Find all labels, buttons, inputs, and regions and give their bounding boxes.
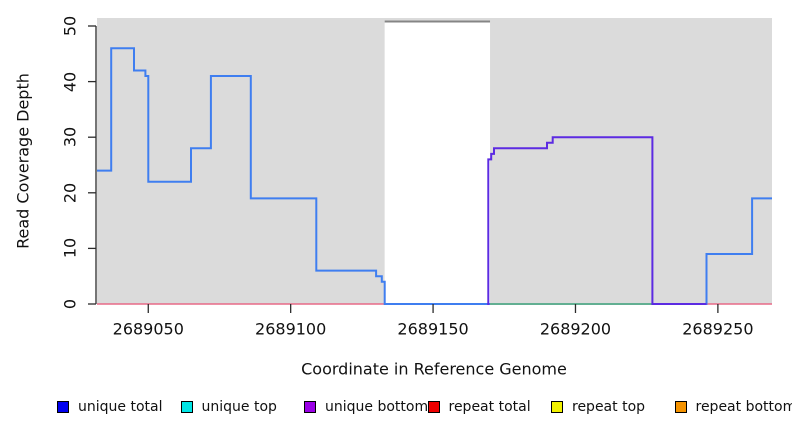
- legend-swatch-icon: [427, 401, 440, 413]
- legend-swatch-icon: [674, 401, 687, 413]
- series-unique-bottom: [487, 136, 707, 305]
- y-tick-label: 30: [60, 127, 80, 148]
- x-tick-label: 2689250: [682, 319, 754, 339]
- legend-label: repeat total: [448, 399, 531, 415]
- legend-label: repeat top: [572, 399, 646, 415]
- legend-item-repeat-bottom: repeat bottom: [674, 399, 792, 415]
- x-tick-label: 2689050: [112, 319, 184, 339]
- legend-swatch-icon: [551, 401, 563, 413]
- x-tick-label: 2689150: [397, 319, 469, 339]
- legend-swatch-icon: [304, 401, 316, 413]
- x-axis-title: Coordinate in Reference Genome: [301, 359, 567, 379]
- legend-item-unique-top: unique top: [180, 399, 277, 415]
- legend-label: repeat bottom: [695, 399, 792, 415]
- legend-item-unique-total: unique total: [57, 399, 163, 415]
- legend-label: unique total: [78, 399, 163, 415]
- y-tick-label: 10: [60, 238, 80, 259]
- y-tick-label: 50: [60, 15, 80, 37]
- y-axis-title: Read Coverage Depth: [13, 73, 33, 249]
- legend-item-repeat-total: repeat total: [427, 399, 531, 415]
- y-tick-label: 40: [60, 71, 80, 92]
- y-tick-label: 20: [60, 182, 80, 203]
- legend-item-repeat-top: repeat top: [551, 399, 646, 415]
- legend-item-unique-bottom: unique bottom: [304, 399, 429, 415]
- legend-label: unique bottom: [325, 399, 429, 415]
- legend-swatch-icon: [57, 401, 69, 413]
- y-tick-label: 0: [60, 298, 80, 310]
- x-tick-label: 2689200: [539, 319, 612, 339]
- legend-label: unique top: [201, 399, 277, 415]
- x-tick-label: 2689100: [255, 319, 327, 339]
- legend-swatch-icon: [180, 401, 193, 413]
- masked-region: [384, 20, 491, 304]
